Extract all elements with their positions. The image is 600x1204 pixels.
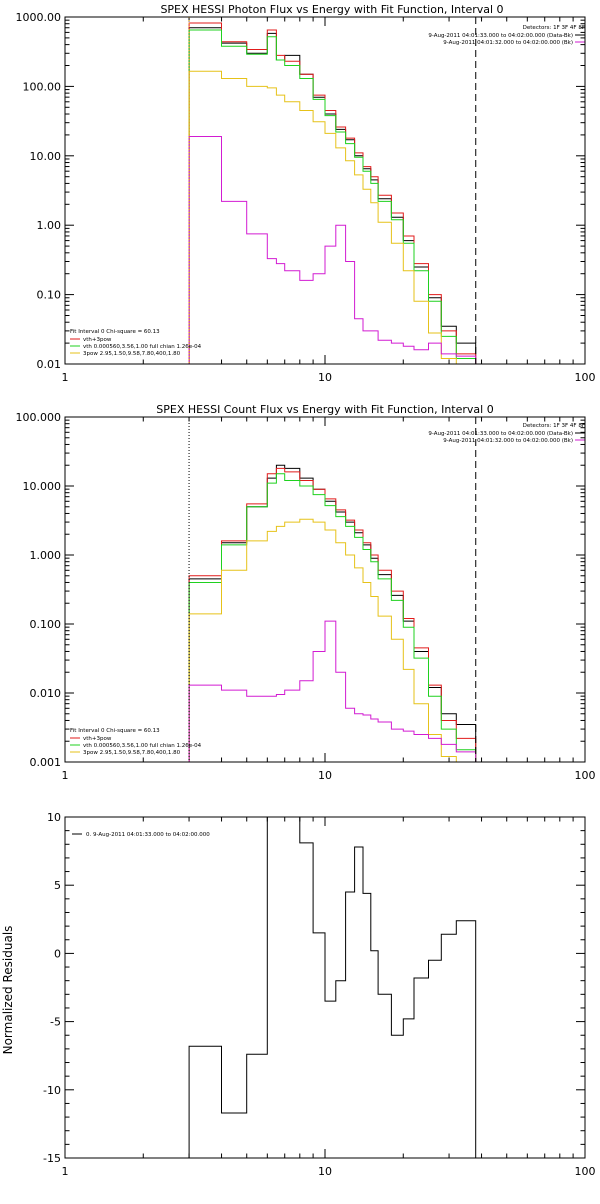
series-magenta [188, 620, 477, 762]
legend-top-right: Detectors: 1F 3F 4F 8F 9-Aug-2011 04:01:… [428, 25, 585, 46]
series-gold [188, 518, 476, 763]
legend-bottom-left: Fit Interval 0 Chi-square = 60.13 vth+3p… [70, 329, 202, 357]
x-tick-label: 1 [62, 1165, 69, 1178]
legend-top-left: 0. 9-Aug-2011 04:01:33.000 to 04:02:00.0… [72, 832, 210, 838]
y-tick-label: 10.000 [23, 480, 62, 493]
plot-frame [64, 816, 586, 1159]
reference-lines [188, 417, 477, 762]
series-black [188, 464, 477, 762]
legend-fit-line-3: 3pow 2.95,1.50,9.58,7.80,400,1.80 [83, 351, 181, 357]
legend-detectors: Detectors: 1F 3F 4F 8F [523, 25, 585, 31]
y-tick-label: -10 [43, 1084, 61, 1097]
y-tick-label: 0.001 [30, 756, 62, 769]
series-group [188, 22, 477, 365]
x-tick-label: 100 [575, 1165, 596, 1178]
series-group [188, 816, 477, 1158]
chart-title: SPEX HESSI Count Flux vs Energy with Fit… [156, 403, 493, 416]
legend-bk: 9-Aug-2011 04:01:32.000 to 04:02:00.000 … [443, 40, 573, 46]
legend-fit-line-3: 3pow 2.95,1.50,9.58,7.80,400,1.80 [83, 750, 181, 756]
plot-frame [64, 16, 586, 365]
x-tick-label: 10 [318, 769, 332, 782]
legend-fit-line-1: vth+3pow [83, 736, 112, 742]
x-tick-label: 100 [575, 769, 596, 782]
count-flux-chart: SPEX HESSI Count Flux vs Energy with Fit… [16, 403, 596, 782]
x-tick-label: 10 [318, 1165, 332, 1178]
plot-frame [64, 416, 586, 763]
x-tick-label: 100 [575, 371, 596, 384]
legend-data-bk: 9-Aug-2011 04:01:33.000 to 04:02:00.000 … [428, 33, 573, 39]
legend-fit-line-2: vth 0.000560,3.56,1.00 full chian 1.26e-… [83, 743, 202, 749]
legend-bk: 9-Aug-2011 04:01:32.000 to 04:02:00.000 … [443, 438, 573, 444]
series-red [188, 467, 477, 762]
legend-fit-line-2: vth 0.000560,3.56,1.00 full chian 1.26e-… [83, 344, 202, 350]
legend-fit-header: Fit Interval 0 Chi-square = 60.13 [70, 329, 160, 335]
series-green [188, 29, 477, 364]
tick-group: 1 10 100 0.001 0.010 0.100 1.000 10.000 100.000 [16, 411, 596, 782]
legend-top-right: Detectors: 1F 3F 4F 8F 9-Aug-2011 04:01:… [428, 423, 585, 444]
legend-fit-line-1: vth+3pow [83, 337, 112, 343]
legend-bottom-left: Fit Interval 0 Chi-square = 60.13 vth+3p… [70, 728, 202, 756]
y-tick-label: 0.100 [30, 618, 62, 631]
series-red [188, 22, 477, 364]
series-black [188, 27, 477, 364]
x-tick-label: 1 [62, 371, 69, 384]
reference-lines [188, 17, 477, 364]
y-tick-label: 100.00 [23, 80, 62, 93]
legend-fit-header: Fit Interval 0 Chi-square = 60.13 [70, 728, 160, 734]
series-gold [188, 70, 476, 365]
residuals-chart: Normalized Residuals 1 10 100-15-10-50510 … [1, 811, 596, 1178]
x-tick-label: 1 [62, 769, 69, 782]
series-group [188, 464, 477, 763]
legend-data-bk: 9-Aug-2011 04:01:33.000 to 04:02:00.000 … [428, 431, 573, 437]
y-tick-label: 10 [47, 811, 61, 824]
photon-flux-chart: SPEX HESSI Photon Flux vs Energy with Fi… [16, 3, 596, 384]
y-tick-label: 0.010 [30, 687, 62, 700]
y-tick-label: -15 [43, 1152, 61, 1165]
y-tick-label: 100.000 [16, 411, 62, 424]
y-tick-label: 0 [54, 947, 61, 960]
y-tick-label: 10.00 [30, 150, 62, 163]
tick-group: 1 10 100 -15 -10 -5 0 5 10 [43, 811, 595, 1178]
x-tick-label: 10 [318, 371, 332, 384]
series-green [188, 473, 477, 762]
y-tick-label: 0.01 [37, 358, 62, 371]
legend-detectors: Detectors: 1F 3F 4F 8F [523, 423, 585, 429]
tick-group: 1 10 100 0.01 0.10 1.00 10.00 100.00 1000.00 [16, 11, 596, 384]
y-axis-label: Normalized Residuals [1, 926, 15, 1055]
series-black [188, 816, 477, 1158]
y-tick-label: 1.000 [30, 549, 62, 562]
chart-title: SPEX HESSI Photon Flux vs Energy with Fi… [160, 3, 503, 16]
series-magenta [188, 136, 477, 364]
y-tick-label: 1000.00 [16, 11, 62, 24]
legend-interval: 0. 9-Aug-2011 04:01:33.000 to 04:02:00.0… [86, 832, 210, 838]
y-tick-label: 5 [54, 879, 61, 892]
y-tick-label: 1.00 [37, 219, 62, 232]
y-tick-label: 0.10 [37, 289, 62, 302]
y-tick-label: -5 [50, 1016, 61, 1029]
